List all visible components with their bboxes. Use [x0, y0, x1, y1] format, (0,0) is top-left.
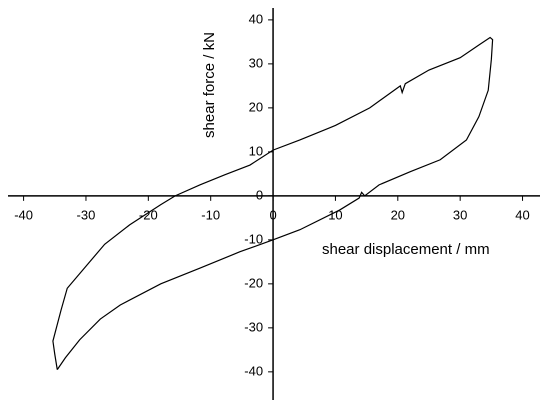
y-tick-label: -40	[244, 363, 263, 378]
x-tick-label: -40	[14, 207, 33, 222]
y-tick-label: -30	[244, 319, 263, 334]
x-tick-label: 30	[453, 207, 467, 222]
y-tick-label: 10	[249, 143, 263, 158]
x-axis-label: shear displacement / mm	[322, 241, 490, 258]
x-tick-label: -10	[201, 207, 220, 222]
y-tick-label: 20	[249, 99, 263, 114]
y-tick-label: 40	[249, 11, 263, 26]
x-tick-label: 0	[269, 207, 276, 222]
x-tick-label: 20	[391, 207, 405, 222]
y-tick-label: -10	[244, 231, 263, 246]
x-tick-label: -20	[139, 207, 158, 222]
x-tick-label: 40	[515, 207, 529, 222]
data-line	[52, 36, 494, 370]
x-tick-label: 10	[328, 207, 342, 222]
y-tick-label: -20	[244, 275, 263, 290]
y-tick-label: 30	[249, 55, 263, 70]
y-axis-label: shear force / kN	[201, 32, 218, 138]
x-tick-label: -30	[77, 207, 96, 222]
y-tick-label: 0	[256, 187, 263, 202]
